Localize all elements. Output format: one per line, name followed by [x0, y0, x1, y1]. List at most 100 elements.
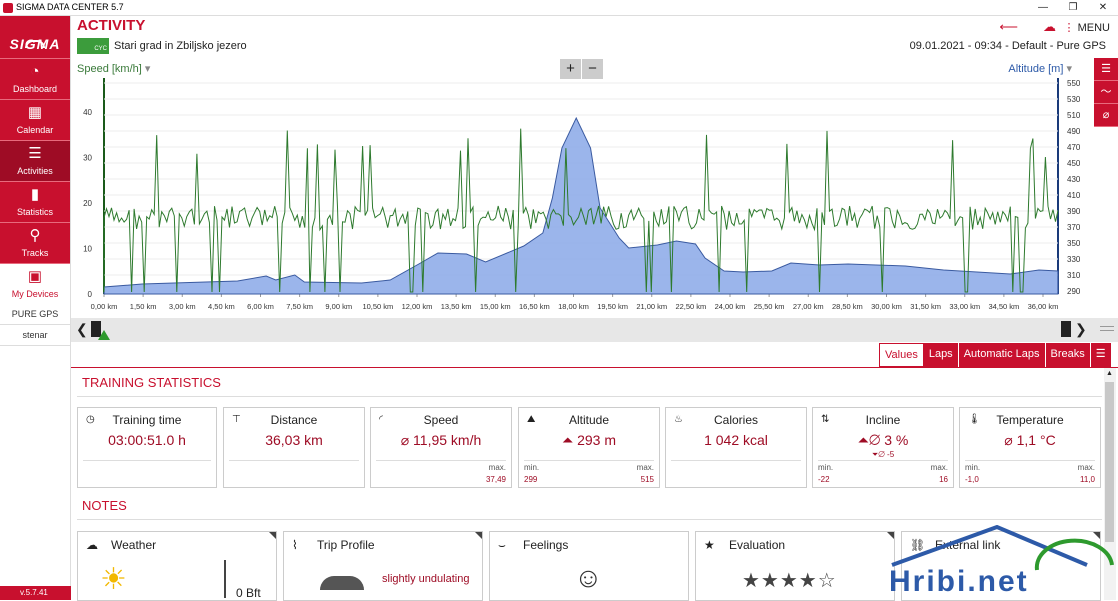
rating-stars[interactable]: ★★★★☆ — [742, 570, 837, 592]
altitude-tick-label: 450 — [1067, 159, 1081, 168]
note-card-evaluation[interactable]: ★ Evaluation ★★★★☆ — [695, 531, 895, 601]
sidebar-item-label: Calendar — [16, 125, 54, 135]
close-button[interactable]: ✕ — [1098, 2, 1108, 13]
vertical-scrollbar[interactable]: ▲ — [1104, 368, 1116, 600]
sidebar-item-activities[interactable]: ☰ Activities — [0, 140, 70, 181]
device-name[interactable]: PURE GPS — [0, 304, 70, 325]
stat-card-temperature[interactable]: 🌡 Temperature ⌀ 1,1 °C min. -1,0 max. 11… — [959, 407, 1101, 488]
sidebar-item-calendar[interactable]: ▦ Calendar — [0, 99, 70, 140]
menu-button[interactable]: ⋮ MENU — [1064, 21, 1110, 34]
calendar-icon: ▦ — [27, 104, 43, 121]
x-tick-label: 3,00 km — [169, 302, 196, 311]
mountain-icon: ⛰ — [527, 414, 536, 425]
speed-altitude-plot[interactable]: 290 310 330 350 370 390 410 430 450 470 490 510 530 5… — [71, 58, 1091, 318]
stat-card-speed[interactable]: ◜ Speed ⌀ 11,95 km/h max. 37,49 — [370, 407, 512, 488]
tab-laps[interactable]: Laps — [923, 343, 959, 367]
scroll-up-icon[interactable]: ▲ — [1106, 370, 1113, 377]
smiley-icon: ☺ — [574, 562, 603, 593]
altitude-tick-label: 550 — [1067, 79, 1081, 88]
stat-card-calories[interactable]: ♨ Calories 1 042 kcal — [665, 407, 807, 488]
sidebar-item-my-devices[interactable]: ▣ My Devices — [0, 263, 70, 304]
cloud-sync-icon[interactable]: ☁ — [1043, 19, 1056, 34]
sidebar-item-tracks[interactable]: ⚲ Tracks — [0, 222, 70, 263]
stat-card-incline[interactable]: ⇅ Incline ⏶⌀ 3 % ⏷⌀ -5 min. -22 max. 16 — [812, 407, 954, 488]
flame-icon: ♨ — [674, 414, 683, 425]
user-name[interactable]: stenar — [0, 325, 70, 346]
zoom-out-button[interactable]: − — [582, 59, 603, 79]
position-marker-icon[interactable] — [98, 330, 110, 340]
edit-corner-icon[interactable] — [269, 532, 276, 539]
sigma-logo[interactable]: SIGMA — [0, 16, 70, 58]
zoom-in-button[interactable]: + — [560, 59, 581, 79]
edit-corner-icon[interactable] — [1093, 532, 1100, 539]
x-tick-label: 0,00 km — [91, 302, 118, 311]
edit-corner-icon[interactable] — [887, 532, 894, 539]
speed-tick-label: 10 — [83, 245, 92, 254]
stat-sub-value: ⏷⌀ -5 — [871, 450, 895, 459]
edit-corner-icon[interactable] — [475, 532, 482, 539]
altitude-axis-selector[interactable]: Altitude [m] ▾ — [1008, 62, 1072, 75]
altitude-tick-label: 370 — [1067, 223, 1081, 232]
stat-value: ⌀ 1,1 °C — [1004, 432, 1056, 448]
cycling-badge: CYC — [77, 38, 109, 54]
scroll-thumb[interactable] — [1105, 382, 1114, 542]
chevron-left-icon[interactable]: ❮ — [76, 321, 88, 337]
range-end-handle[interactable] — [1061, 321, 1071, 337]
tab-automatic-laps[interactable]: Automatic Laps — [958, 343, 1046, 367]
sidebar-item-dashboard[interactable]: ◔ Dashboard — [0, 58, 70, 99]
dashboard-icon: ◔ — [30, 63, 40, 80]
min-label: min. — [524, 463, 540, 472]
cloud-icon: ☁ — [86, 538, 98, 552]
timeline-slider[interactable]: ❮ ❯ — [71, 318, 1118, 342]
note-card-feelings[interactable]: ⌣ Feelings ☺ — [489, 531, 689, 601]
hills-icon — [320, 576, 364, 590]
minimize-button[interactable]: — — [1038, 2, 1048, 13]
note-card-trip-profile[interactable]: ⌇ Trip Profile slightly undulating — [283, 531, 483, 601]
stat-value: 1 042 kcal — [704, 432, 768, 448]
restore-button[interactable]: ❐ — [1068, 2, 1078, 13]
wind-pole-icon — [224, 560, 226, 598]
range-start-handle[interactable] — [91, 321, 101, 337]
trip-profile-icon: ⌇ — [292, 538, 298, 552]
tab-breaks[interactable]: Breaks — [1045, 343, 1091, 367]
sidebar-item-statistics[interactable]: ▮ Statistics — [0, 181, 70, 222]
altitude-area — [103, 116, 1059, 295]
line-chart-icon[interactable]: 〜 — [1094, 81, 1118, 104]
back-arrow-icon[interactable]: ⟵ — [999, 19, 1018, 34]
x-tick-label: 19,50 km — [597, 302, 628, 311]
stat-value: ⏶ 293 m — [562, 432, 616, 448]
x-tick-label: 27,00 km — [793, 302, 824, 311]
min-label: min. — [818, 463, 834, 472]
chart-tools: ☰ 〜 ⌀ — [1094, 58, 1118, 127]
tab-values[interactable]: Values — [879, 343, 924, 367]
version-label: v.5.7.41 — [0, 586, 71, 600]
stat-card-altitude[interactable]: ⛰ Altitude ⏶ 293 m min. 299 max. 515 — [518, 407, 660, 488]
note-card-weather[interactable]: ☁ Weather ☀ 0 Bft — [77, 531, 277, 601]
activity-chart[interactable]: Speed [km/h] ▾ + − Altitude [m] ▾ 290 310… — [71, 58, 1118, 318]
speed-tick-label: 20 — [83, 199, 92, 208]
x-tick-label: 13,50 km — [441, 302, 472, 311]
link-icon: ⛓ — [910, 538, 926, 552]
drag-handle-icon[interactable] — [1100, 326, 1114, 331]
stat-divider — [376, 460, 506, 461]
note-title: Trip Profile — [317, 538, 375, 552]
window-title: SIGMA DATA CENTER 5.7 — [16, 2, 124, 12]
min-value: -1,0 — [965, 475, 979, 484]
chevron-right-icon[interactable]: ❯ — [1075, 321, 1087, 337]
menu-label: MENU — [1077, 22, 1110, 34]
x-tick-label: 21,00 km — [636, 302, 667, 311]
min-value: -22 — [818, 475, 830, 484]
speed-axis-selector[interactable]: Speed [km/h] ▾ — [77, 62, 150, 75]
x-tick-label: 31,50 km — [910, 302, 941, 311]
more-icon: ⋮ — [1063, 22, 1078, 34]
average-icon[interactable]: ⌀ — [1094, 104, 1118, 127]
sidebar-item-label: Dashboard — [12, 84, 58, 94]
stat-card-distance[interactable]: ⊤ Distance 36,03 km — [223, 407, 365, 488]
watermark-text: Hribi.net — [889, 565, 1029, 598]
star-icon: ★ — [704, 538, 715, 552]
tab-menu-icon[interactable]: ☰ — [1090, 343, 1111, 367]
max-value: 515 — [640, 475, 654, 484]
altitude-tick-label: 350 — [1067, 239, 1081, 248]
list-view-icon[interactable]: ☰ — [1094, 58, 1118, 81]
stat-card-training-time[interactable]: ◷ Training time 03:00:51.0 h — [77, 407, 217, 488]
